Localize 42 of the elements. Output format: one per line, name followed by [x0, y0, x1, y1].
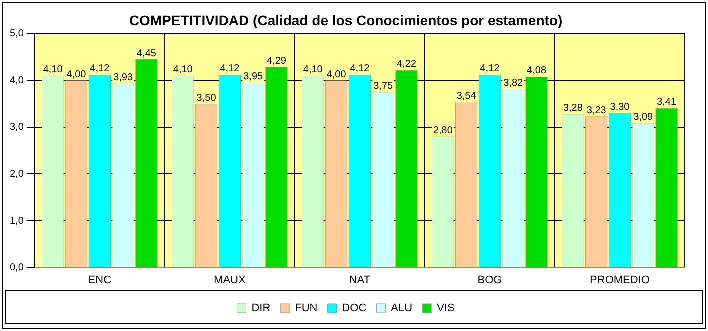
data-label: 4,08 [527, 66, 547, 77]
data-label: 3,09 [634, 112, 654, 123]
legend-label: FUN [295, 302, 318, 315]
y-tick-label: 4,0 [10, 75, 24, 86]
data-label: 4,10 [173, 64, 194, 76]
y-tick-label: 5,0 [10, 28, 24, 40]
legend-label: DIR [252, 302, 271, 315]
data-label: 2,80 [433, 126, 454, 137]
data-label: 4,12 [480, 64, 500, 75]
data-label: 4,00 [326, 69, 347, 80]
data-label: 3,28 [563, 103, 584, 114]
data-label: 4,10 [303, 64, 324, 76]
x-tick-label: PROMEDIO [590, 274, 650, 286]
data-label: 4,12 [350, 64, 370, 75]
data-label: 3,75 [374, 81, 394, 92]
y-tick-label: 1,0 [10, 216, 24, 227]
data-label: 4,00 [66, 69, 87, 80]
legend-label: DOC [342, 302, 367, 315]
data-label: 4,12 [220, 64, 240, 75]
data-label: 3,82 [504, 78, 524, 89]
x-tick-label: ENC [88, 274, 112, 286]
chart-title: COMPETITIVIDAD (Calidad de los Conocimientos por estamento) [129, 12, 563, 28]
data-label: 3,30 [610, 102, 630, 114]
y-tick-label: 3,0 [10, 122, 24, 134]
data-label: 3,23 [586, 105, 607, 116]
x-tick-label: MAUX [214, 274, 246, 286]
legend-label: VIS [437, 302, 455, 315]
data-label: 3,54 [456, 90, 477, 102]
data-label: 3,41 [657, 96, 677, 108]
data-label: 3,50 [196, 92, 217, 104]
x-tick-label: NAT [349, 274, 371, 286]
data-label: 3,93 [114, 72, 134, 84]
data-label: 4,12 [90, 64, 110, 75]
legend-label: ALU [391, 302, 413, 315]
data-label: 4,10 [43, 64, 64, 76]
data-label: 3,95 [244, 72, 264, 83]
data-label: 4,22 [397, 59, 417, 70]
data-label: 4,29 [267, 56, 287, 67]
data-label: 4,45 [136, 48, 157, 60]
x-tick-label: BOG [478, 274, 502, 286]
y-tick-label: 0,0 [10, 262, 24, 274]
y-tick-label: 2,0 [10, 168, 24, 180]
